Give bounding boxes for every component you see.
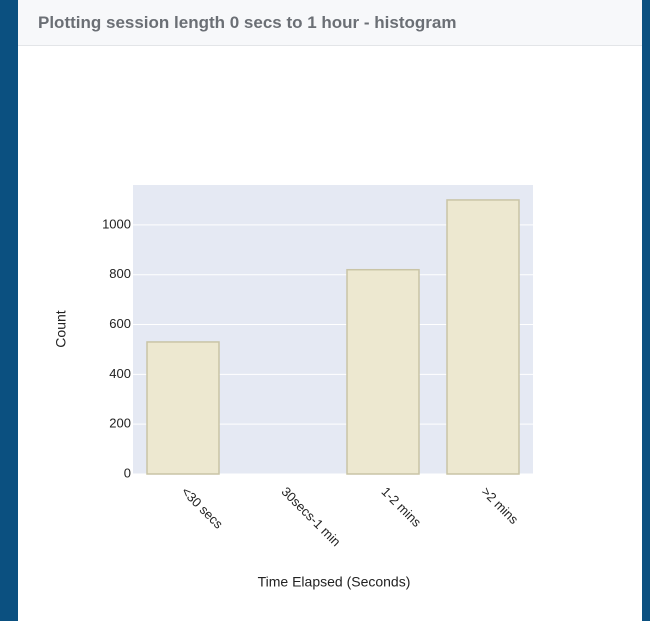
- x-tick-label: <30 secs: [178, 484, 226, 532]
- x-axis-label: Time Elapsed (Seconds): [258, 574, 411, 590]
- x-tick-label: 30secs-1 min: [278, 484, 343, 549]
- y-tick-label: 200: [109, 416, 131, 431]
- panel: Plotting session length 0 secs to 1 hour…: [18, 0, 642, 621]
- x-tick-label: 1-2 mins: [378, 484, 424, 530]
- bar: [146, 341, 220, 475]
- y-axis-label: Count: [53, 310, 69, 347]
- x-tick-label: >2 mins: [478, 484, 521, 527]
- y-tick-label: 0: [124, 465, 131, 480]
- y-tick-label: 1000: [102, 216, 131, 231]
- chart-title: Plotting session length 0 secs to 1 hour…: [38, 13, 457, 32]
- y-tick-label: 400: [109, 366, 131, 381]
- y-tick-label: 600: [109, 316, 131, 331]
- bar: [346, 268, 420, 475]
- bar: [446, 199, 520, 475]
- panel-header: Plotting session length 0 secs to 1 hour…: [18, 0, 642, 46]
- y-tick-label: 800: [109, 266, 131, 281]
